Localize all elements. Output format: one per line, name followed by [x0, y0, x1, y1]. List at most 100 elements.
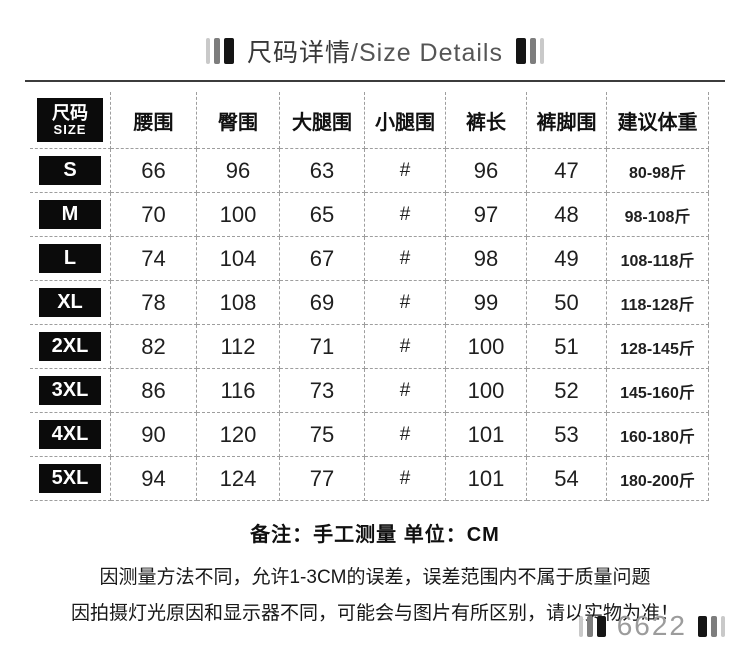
- page-title-en: /Size Details: [351, 39, 503, 67]
- cell-calf: #: [365, 237, 446, 281]
- size-badge: 4XL: [39, 420, 101, 449]
- cell-waist: 94: [111, 457, 197, 501]
- table-header-row: 尺码 SIZE 腰围 臀围 大腿围 小腿围 裤长 裤脚围 建议体重: [30, 92, 709, 149]
- size-badge: 3XL: [39, 376, 101, 405]
- size-badge: XL: [39, 288, 101, 317]
- cell-size: S: [30, 149, 111, 193]
- cell-hip: 124: [197, 457, 280, 501]
- cell-hip: 100: [197, 193, 280, 237]
- code-right-bars-icon: [698, 615, 725, 637]
- cell-pants-length: 100: [446, 325, 527, 369]
- size-header-zh: 尺码: [52, 102, 88, 123]
- cell-leg-opening: 51: [527, 325, 607, 369]
- cell-leg-opening: 52: [527, 369, 607, 413]
- note-tolerance: 因测量方法不同，允许1-3CM的误差，误差范围内不属于质量问题: [99, 567, 651, 588]
- title-left-bars-icon: [206, 38, 235, 64]
- cell-size: 5XL: [30, 457, 111, 501]
- header-cell-thigh: 大腿围: [280, 92, 365, 149]
- size-badge: L: [39, 244, 101, 273]
- header-cell-size: 尺码 SIZE: [30, 92, 111, 149]
- size-badge: 2XL: [39, 332, 101, 361]
- cell-thigh: 69: [280, 281, 365, 325]
- cell-leg-opening: 48: [527, 193, 607, 237]
- cell-pants-length: 100: [446, 369, 527, 413]
- cell-pants-length: 97: [446, 193, 527, 237]
- cell-pants-length: 96: [446, 149, 527, 193]
- cell-size: M: [30, 193, 111, 237]
- cell-suggested-weight: 98-108斤: [607, 193, 709, 237]
- cell-calf: #: [365, 149, 446, 193]
- table-row: 4XL 90 120 75 # 101 53 160-180斤: [30, 413, 709, 457]
- cell-suggested-weight: 118-128斤: [607, 281, 709, 325]
- cell-size: XL: [30, 281, 111, 325]
- size-badge: S: [39, 156, 101, 185]
- cell-waist: 66: [111, 149, 197, 193]
- title-divider: [25, 80, 725, 82]
- header-cell-pants-length: 裤长: [446, 92, 527, 149]
- cell-calf: #: [365, 369, 446, 413]
- cell-hip: 104: [197, 237, 280, 281]
- cell-hip: 108: [197, 281, 280, 325]
- cell-thigh: 73: [280, 369, 365, 413]
- title-right-bars-icon: [515, 38, 544, 64]
- cell-hip: 112: [197, 325, 280, 369]
- cell-suggested-weight: 128-145斤: [607, 325, 709, 369]
- table-row: M 70 100 65 # 97 48 98-108斤: [30, 193, 709, 237]
- table-row: L 74 104 67 # 98 49 108-118斤: [30, 237, 709, 281]
- cell-hip: 96: [197, 149, 280, 193]
- cell-hip: 116: [197, 369, 280, 413]
- table-body: S 66 96 63 # 96 47 80-98斤 M 70 100 65 # …: [30, 149, 709, 501]
- style-code-row: 6622: [578, 610, 725, 642]
- cell-calf: #: [365, 325, 446, 369]
- cell-pants-length: 99: [446, 281, 527, 325]
- header-cell-calf: 小腿围: [365, 92, 446, 149]
- cell-pants-length: 101: [446, 413, 527, 457]
- cell-thigh: 63: [280, 149, 365, 193]
- cell-thigh: 71: [280, 325, 365, 369]
- page-title-zh: 尺码详情: [247, 39, 352, 67]
- cell-calf: #: [365, 281, 446, 325]
- page-title-row: 尺码详情/Size Details: [0, 0, 750, 69]
- cell-thigh: 77: [280, 457, 365, 501]
- cell-thigh: 65: [280, 193, 365, 237]
- size-table: 尺码 SIZE 腰围 臀围 大腿围 小腿围 裤长 裤脚围 建议体重 S 66 9…: [30, 92, 709, 501]
- header-cell-leg-opening: 裤脚围: [527, 92, 607, 149]
- header-cell-suggested-weight: 建议体重: [607, 92, 709, 149]
- table-row: S 66 96 63 # 96 47 80-98斤: [30, 149, 709, 193]
- table-row: 2XL 82 112 71 # 100 51 128-145斤: [30, 325, 709, 369]
- size-badge: M: [39, 200, 101, 229]
- cell-hip: 120: [197, 413, 280, 457]
- cell-waist: 70: [111, 193, 197, 237]
- cell-waist: 74: [111, 237, 197, 281]
- cell-suggested-weight: 80-98斤: [607, 149, 709, 193]
- cell-calf: #: [365, 193, 446, 237]
- cell-waist: 78: [111, 281, 197, 325]
- note-color-difference: 因拍摄灯光原因和显示器不同，可能会与图片有所区别，请以实物为准！: [70, 603, 679, 624]
- code-left-bars-icon: [578, 615, 606, 637]
- size-header-badge: 尺码 SIZE: [37, 98, 103, 142]
- cell-size: L: [30, 237, 111, 281]
- cell-pants-length: 98: [446, 237, 527, 281]
- table-row: XL 78 108 69 # 99 50 118-128斤: [30, 281, 709, 325]
- cell-suggested-weight: 160-180斤: [607, 413, 709, 457]
- cell-pants-length: 101: [446, 457, 527, 501]
- cell-thigh: 67: [280, 237, 365, 281]
- header-cell-waist: 腰围: [111, 92, 197, 149]
- cell-leg-opening: 53: [527, 413, 607, 457]
- cell-thigh: 75: [280, 413, 365, 457]
- cell-suggested-weight: 145-160斤: [607, 369, 709, 413]
- note-measurement: 备注：手工测量 单位：CM: [250, 524, 500, 546]
- size-header-en: SIZE: [53, 121, 87, 137]
- cell-suggested-weight: 180-200斤: [607, 457, 709, 501]
- cell-size: 3XL: [30, 369, 111, 413]
- cell-leg-opening: 49: [527, 237, 607, 281]
- cell-waist: 82: [111, 325, 197, 369]
- cell-size: 2XL: [30, 325, 111, 369]
- cell-suggested-weight: 108-118斤: [607, 237, 709, 281]
- cell-waist: 90: [111, 413, 197, 457]
- cell-size: 4XL: [30, 413, 111, 457]
- cell-calf: #: [365, 457, 446, 501]
- size-badge: 5XL: [39, 464, 101, 493]
- cell-leg-opening: 54: [527, 457, 607, 501]
